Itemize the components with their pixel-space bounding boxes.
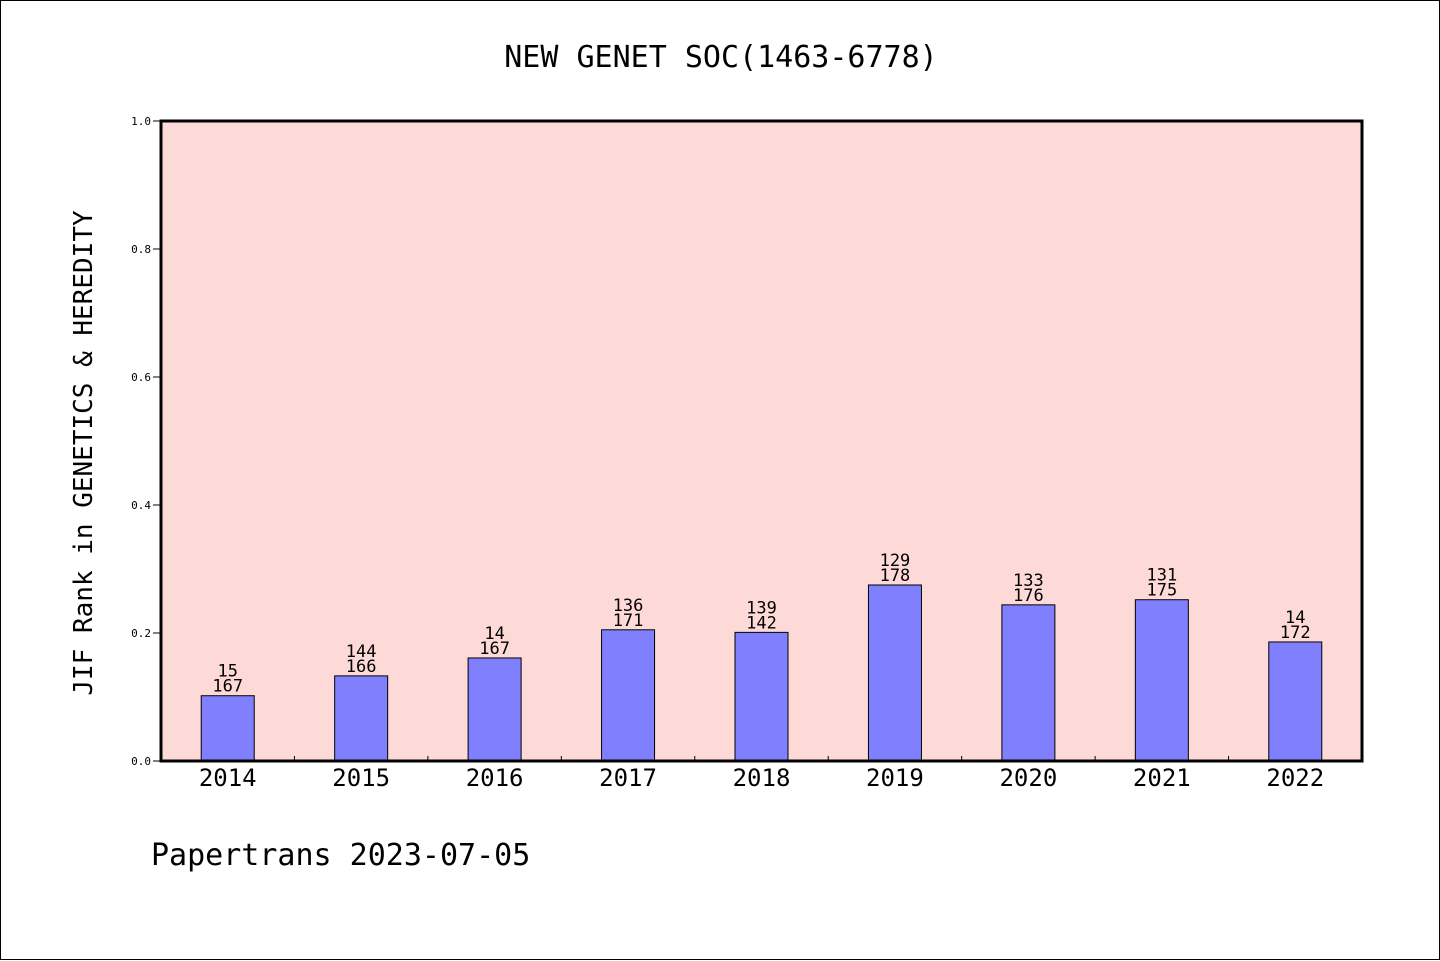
data-label-total-2014: 167 <box>212 677 243 697</box>
data-label-total-2017: 171 <box>613 611 644 631</box>
chart-title: NEW GENET SOC(1463-6778) <box>504 40 937 75</box>
x-tick-label-2017: 2017 <box>599 764 657 792</box>
x-axis: 2014 2015 2016 2017 2018 2019 2020 2021 2022 <box>199 756 1324 792</box>
x-tick-label-2014: 2014 <box>199 764 257 792</box>
bar-2016 <box>467 657 522 762</box>
data-label-total-2018: 142 <box>746 613 777 633</box>
data-label-rank-2022: 14 <box>1285 608 1305 628</box>
data-label-total-2016: 167 <box>479 639 510 659</box>
data-label-rank-2021: 131 <box>1146 566 1177 586</box>
bar-2020 <box>1001 604 1056 762</box>
data-label-rank-2015: 144 <box>346 642 377 662</box>
y-tick-label: 1.0 <box>131 115 151 128</box>
x-tick-label-2020: 2020 <box>999 764 1057 792</box>
data-label-rank-2018: 139 <box>746 598 777 618</box>
x-tick-label-2015: 2015 <box>332 764 390 792</box>
bar-2018 <box>734 631 789 762</box>
bar-2021 <box>1134 599 1189 762</box>
data-label-rank-2014: 15 <box>217 662 237 682</box>
data-label-total-2022: 172 <box>1280 623 1311 643</box>
y-tick-label: 0.4 <box>131 499 151 512</box>
y-tick-label: 0.2 <box>131 627 151 640</box>
y-tick-label: 0.0 <box>131 755 151 768</box>
data-label-total-2019: 178 <box>880 566 911 586</box>
bar-2017 <box>601 629 656 762</box>
y-tick-label: 0.6 <box>131 371 151 384</box>
y-axis: 0.0 0.2 0.4 0.6 0.8 1.0 <box>131 115 161 768</box>
bar-2019 <box>867 584 922 762</box>
x-tick-label-2016: 2016 <box>466 764 524 792</box>
y-axis-label: JIF Rank in GENETICS & HEREDITY <box>69 210 99 696</box>
data-label-rank-2016: 14 <box>484 624 504 644</box>
data-label-rank-2017: 136 <box>613 596 644 616</box>
x-tick-label-2021: 2021 <box>1133 764 1191 792</box>
bars-group <box>200 584 1323 762</box>
bar-2015 <box>334 675 389 762</box>
x-tick-label-2019: 2019 <box>866 764 924 792</box>
bar-2014 <box>200 695 255 762</box>
data-label-total-2015: 166 <box>346 657 377 677</box>
y-tick-label: 0.8 <box>131 243 151 256</box>
data-label-rank-2019: 129 <box>880 551 911 571</box>
x-tick-label-2018: 2018 <box>733 764 791 792</box>
data-label-total-2021: 175 <box>1146 581 1177 601</box>
plot-frame <box>159 119 1364 763</box>
footer-text: Papertrans 2023-07-05 <box>151 838 530 873</box>
data-label-total-2020: 176 <box>1013 586 1044 606</box>
x-tick-label-2022: 2022 <box>1266 764 1324 792</box>
bar-2022 <box>1268 641 1323 762</box>
data-label-rank-2020: 133 <box>1013 571 1044 591</box>
